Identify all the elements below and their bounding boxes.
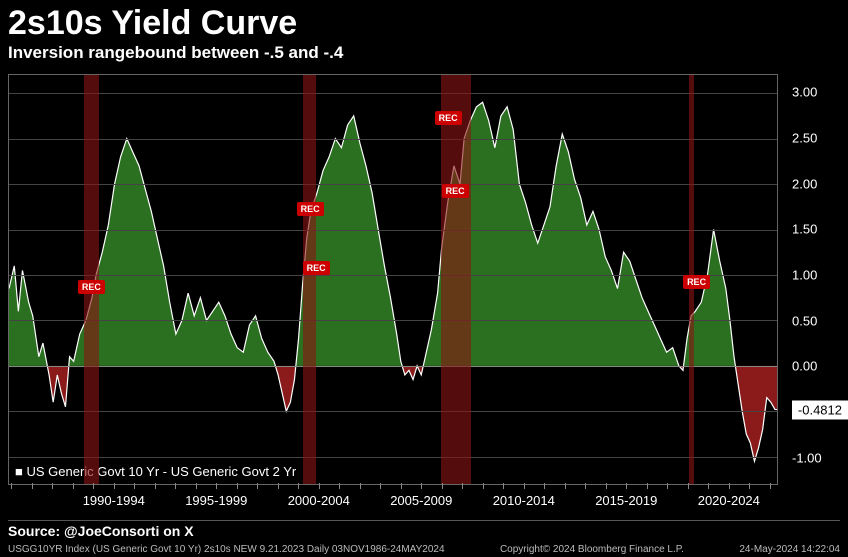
recession-band: REC [689, 75, 694, 484]
recession-band: REC [441, 75, 472, 484]
y-tick-label: 0.50 [792, 313, 817, 328]
legend: US Generic Govt 10 Yr - US Generic Govt … [15, 464, 296, 479]
current-value-box: -0.4812 [792, 401, 848, 420]
y-tick-label: 0.00 [792, 359, 817, 374]
x-tick-label: 1990-1994 [83, 493, 145, 508]
recession-badge: REC [297, 202, 324, 216]
y-axis: -1.00-0.500.000.501.001.502.002.503.00-0… [786, 74, 848, 485]
x-tick-label: 2015-2019 [595, 493, 657, 508]
footer-timestamp: 24-May-2024 14:22:04 [739, 544, 840, 555]
recession-badge: REC [435, 111, 462, 125]
recession-badge: REC [683, 275, 710, 289]
y-tick-label: 2.00 [792, 176, 817, 191]
recession-band: REC [84, 75, 99, 484]
y-tick-label: 3.00 [792, 85, 817, 100]
y-tick-label: 1.50 [792, 222, 817, 237]
chart-title: 2s10s Yield Curve [0, 0, 848, 43]
footer-left: USGG10YR Index (US Generic Govt 10 Yr) 2… [8, 544, 445, 555]
footer: USGG10YR Index (US Generic Govt 10 Yr) 2… [8, 544, 840, 555]
x-tick-label: 2010-2014 [493, 493, 555, 508]
x-axis: 1990-1994 1995-1999 2000-2004 2005-2009 2010… [8, 487, 778, 517]
x-tick-label: 2005-2009 [390, 493, 452, 508]
chart-plot-area: US Generic Govt 10 Yr - US Generic Govt … [8, 74, 778, 485]
y-tick-label: -1.00 [792, 450, 822, 465]
recession-badge: REC [303, 261, 330, 275]
recession-band: REC [303, 75, 316, 484]
y-tick-label: 1.00 [792, 267, 817, 282]
x-tick-label: 2020-2024 [698, 493, 760, 508]
recession-badge: REC [78, 280, 105, 294]
legend-label: US Generic Govt 10 Yr - US Generic Govt … [26, 464, 296, 479]
x-tick-label: 2000-2004 [288, 493, 350, 508]
y-tick-label: 2.50 [792, 130, 817, 145]
footer-copyright: Copyright© 2024 Bloomberg Finance L.P. [500, 544, 684, 555]
x-tick-label: 1995-1999 [185, 493, 247, 508]
chart-subtitle: Inversion rangebound between -.5 and -.4 [0, 43, 848, 67]
source-line: Source: @JoeConsorti on X [8, 520, 840, 539]
recession-badge: REC [442, 184, 469, 198]
